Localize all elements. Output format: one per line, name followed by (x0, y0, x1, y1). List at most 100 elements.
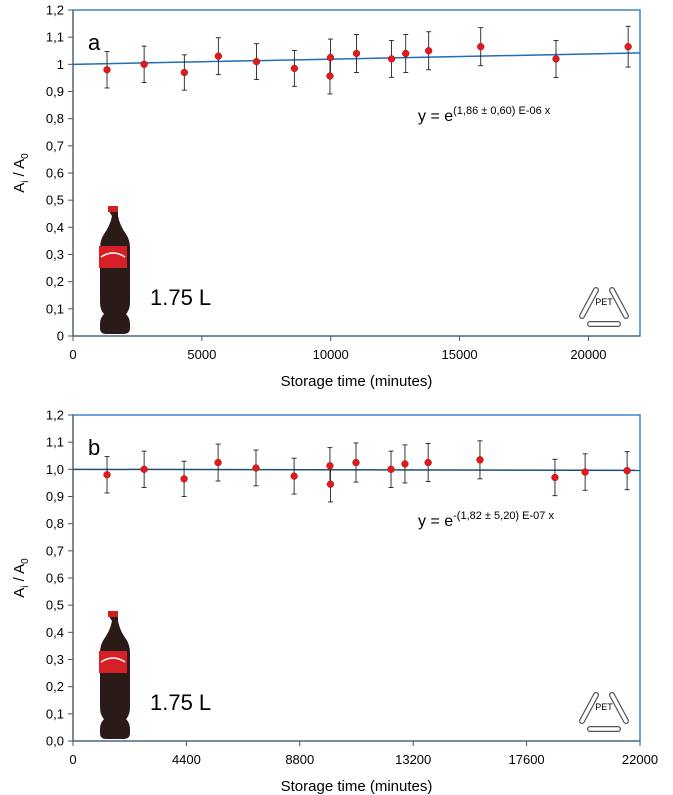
data-point (387, 55, 396, 63)
data-point (581, 468, 589, 476)
data-point (214, 52, 223, 60)
data-point (352, 458, 360, 467)
x-tick-label: 15000 (442, 347, 478, 362)
y-tick-label: 0,9 (46, 489, 64, 504)
panel: 0,0 0,1 0,2 0,3 0,4 0,5 0,6 0,7 0,8 0,9 1,0 1,1 1,2 0… (11, 408, 658, 795)
bottle-label (99, 246, 127, 268)
fit-line (72, 468, 641, 472)
fit-equation: y = e-(1,82 ± 5,20) E-07 x (418, 510, 554, 530)
y-tick-label: 0,8 (46, 111, 64, 126)
y-tick-label: 0,8 (46, 516, 64, 531)
bottle-cap (108, 611, 118, 617)
recycle-arrow-inner (580, 693, 598, 723)
fit-equation-exponent: -(1,82 ± 5,20) E-07 x (453, 510, 554, 522)
data-point (624, 43, 632, 51)
y-tick-label: 0,1 (46, 301, 64, 316)
panel: 0 0,1 0,2 0,3 0,4 0,5 0,6 0,7 0,8 0,9 1 1,1 1,2 0 5000… (11, 3, 641, 390)
y-tick-label: 0,2 (46, 679, 64, 694)
recycle-arrow-inner (580, 288, 598, 318)
bottle (100, 210, 130, 334)
material-label: PET (595, 297, 613, 307)
data-point (103, 66, 111, 74)
bottle-label-swoosh (100, 252, 126, 258)
data-point (476, 456, 484, 464)
y-tick-label: 0,9 (46, 84, 64, 99)
y-tick-label: 1,2 (46, 3, 64, 18)
x-tick-label: 17600 (509, 752, 545, 767)
y-axis-label-subscript: i (20, 181, 31, 183)
data-point (425, 47, 433, 55)
data-point (252, 464, 260, 472)
y-axis-label-text: / A (11, 159, 28, 181)
bottle-cap (108, 206, 118, 212)
y-tick-label: 1,1 (46, 435, 64, 450)
panel-label: b (88, 435, 100, 460)
y-tick-label: 0,5 (46, 193, 64, 208)
y-axis-label-text: A (11, 183, 28, 193)
y-axis-label-text: / A (11, 564, 28, 586)
data-point (352, 49, 361, 58)
data-point (326, 53, 335, 62)
data-point (326, 72, 334, 80)
data-point (387, 465, 395, 473)
y-tick-label: 0,4 (46, 625, 64, 640)
y-tick-label: 1,1 (46, 30, 64, 45)
x-tick-label: 13200 (395, 752, 431, 767)
panel-label: a (88, 30, 101, 55)
y-tick-label: 0,1 (46, 706, 64, 721)
data-point (180, 475, 188, 483)
bottle (100, 615, 130, 739)
y-tick-label: 1,0 (46, 462, 64, 477)
x-tick-label: 0 (69, 347, 76, 362)
fit-equation-base: y = e (418, 108, 453, 125)
x-tick-label: 20000 (570, 347, 606, 362)
data-point (402, 49, 410, 58)
data-point (623, 467, 631, 475)
x-tick-label: 5000 (187, 347, 216, 362)
y-tick-label: 1 (57, 57, 64, 72)
y-tick-label: 0,3 (46, 247, 64, 262)
data-point (290, 472, 298, 480)
data-point (401, 460, 409, 468)
x-tick-label: 10000 (313, 347, 349, 362)
y-tick-label: 0,3 (46, 652, 64, 667)
bottle-label-swoosh (100, 657, 126, 663)
data-point (140, 60, 148, 68)
x-tick-label: 4400 (172, 752, 201, 767)
bottle-label (99, 651, 127, 673)
y-tick-label: 0,6 (46, 166, 64, 181)
data-point (326, 480, 335, 488)
x-axis-label: Storage time (minutes) (281, 373, 433, 390)
data-point (326, 462, 334, 470)
fit-equation-base: y = e (418, 513, 453, 530)
y-tick-label: 0,4 (46, 220, 64, 235)
data-point (477, 43, 485, 51)
y-axis-label-subscript: i (20, 586, 31, 588)
y-tick-label: 0,6 (46, 571, 64, 586)
fit-equation: y = e(1,86 ± 0,60) E-06 x (418, 105, 551, 125)
data-point (252, 57, 261, 66)
data-point (103, 471, 111, 479)
y-tick-label: 1,2 (46, 408, 64, 423)
y-tick-label: 0,5 (46, 598, 64, 613)
recycle-arrow-inner (610, 693, 628, 723)
y-axis-label-subscript: 0 (20, 153, 31, 159)
y-axis-label-subscript: 0 (20, 558, 31, 564)
y-axis-label: Ai / A0 (11, 558, 31, 598)
x-tick-label: 8800 (285, 752, 314, 767)
x-tick-label: 0 (69, 752, 76, 767)
data-point (214, 458, 222, 467)
data-point (290, 64, 299, 73)
y-tick-label: 0 (57, 329, 64, 344)
volume-label: 1.75 L (150, 690, 211, 715)
data-point (180, 68, 188, 77)
x-axis-label: Storage time (minutes) (281, 778, 433, 795)
data-point (551, 473, 559, 482)
volume-label: 1.75 L (150, 285, 211, 310)
y-tick-label: 0,0 (46, 734, 64, 749)
y-tick-label: 0,2 (46, 274, 64, 289)
y-axis-label-text: A (11, 588, 28, 598)
y-tick-label: 0,7 (46, 543, 64, 558)
y-axis-label: Ai / A0 (11, 153, 31, 193)
